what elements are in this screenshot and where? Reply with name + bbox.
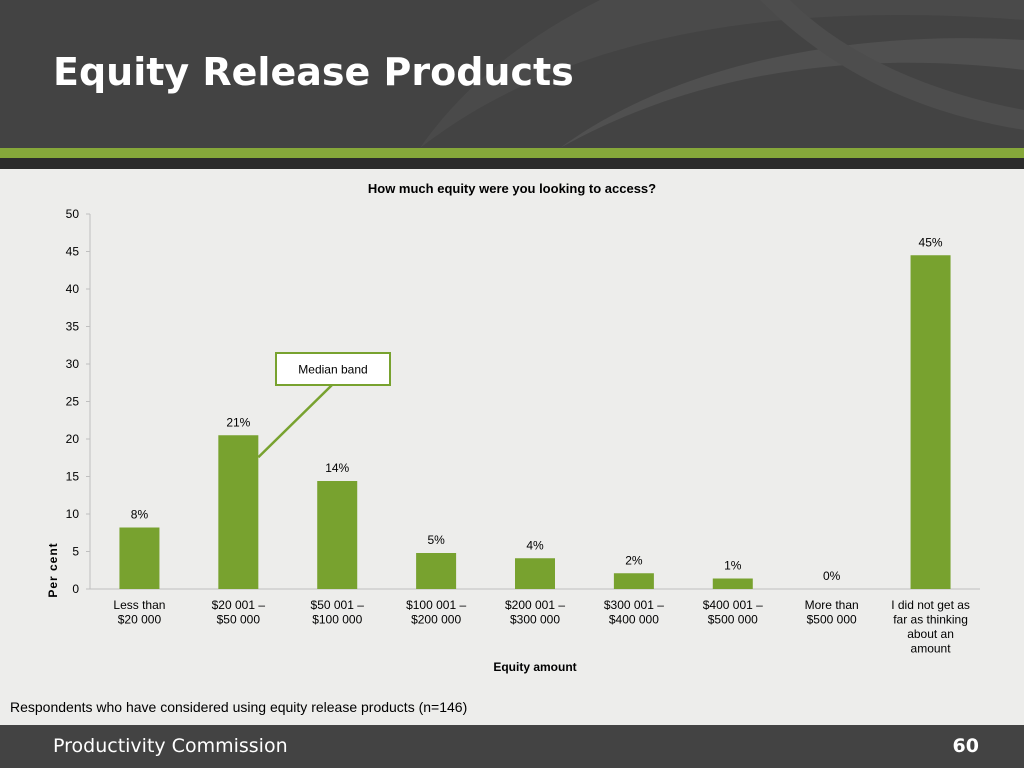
y-axis-title: Per cent: [46, 542, 60, 597]
bar-value-label: 45%: [919, 235, 943, 249]
x-tick-label: I did not get as far as thinking about an a…: [891, 598, 970, 656]
x-tick-label: Less than $20 000: [113, 598, 165, 627]
bar-value-label: 1%: [724, 559, 742, 573]
chart-title: How much equity were you looking to acce…: [368, 181, 656, 196]
footer-organisation: Productivity Commission: [53, 735, 288, 757]
y-tick-label: 15: [66, 470, 80, 484]
slide-footer: Productivity Commission 60: [0, 725, 1024, 768]
bar: [218, 435, 259, 589]
callout-box: [275, 352, 391, 386]
bars-group: [119, 255, 951, 589]
page-number: 60: [952, 735, 979, 757]
x-axis: Less than $20 000 $20 001 – $50 000 $50 001 …: [90, 588, 980, 656]
bar-value-label: 0%: [823, 569, 841, 583]
y-tick-label: 30: [66, 357, 80, 371]
callout-label: Median band: [298, 363, 367, 377]
bar-chart: How much equity were you looking to acce…: [46, 181, 980, 674]
footnote: Respondents who have considered using eq…: [10, 699, 468, 715]
slide-header: Equity Release Products: [0, 0, 1024, 148]
x-axis-title: Equity amount: [493, 660, 576, 674]
x-tick-label: $50 001 – $100 000: [311, 598, 365, 627]
y-tick-label: 5: [72, 545, 79, 559]
bar-value-label: 4%: [526, 538, 544, 552]
bar: [910, 255, 951, 589]
x-tick-label: $100 001 – $200 000: [406, 598, 466, 627]
bar: [712, 578, 753, 589]
bar-value-label: 2%: [625, 553, 643, 567]
callout-pointer: [257, 384, 333, 459]
bar: [119, 527, 160, 589]
bar: [613, 573, 654, 589]
bar-value-label: 21%: [226, 415, 250, 429]
x-tick-label: $300 001 – $400 000: [604, 598, 664, 627]
x-tick-label: $400 001 – $500 000: [703, 598, 763, 627]
y-tick-label: 50: [66, 207, 80, 221]
x-tick-label: $200 001 – $300 000: [505, 598, 565, 627]
divider-stripe: [0, 158, 1024, 169]
bar: [317, 481, 358, 589]
slide-title: Equity Release Products: [53, 50, 574, 94]
y-tick-label: 45: [66, 245, 80, 259]
header-decoration: [420, 0, 1024, 148]
y-tick-label: 10: [66, 507, 80, 521]
y-tick-label: 35: [66, 320, 80, 334]
bar-value-label: 8%: [131, 508, 149, 522]
bar: [416, 553, 457, 589]
bar: [515, 558, 555, 589]
x-tick-label: $20 001 – $50 000: [212, 598, 266, 627]
data-labels-group: 8% 21% 14% 5% 4% 2% 1% 0% 45%: [131, 235, 943, 583]
y-tick-label: 0: [72, 582, 79, 596]
bar-value-label: 14%: [325, 461, 349, 475]
y-tick-label: 20: [66, 432, 80, 446]
y-tick-label: 40: [66, 282, 80, 296]
y-axis: 0 5 10 15 20 25 30 35 40 45 50: [66, 207, 91, 596]
bar-value-label: 5%: [427, 533, 445, 547]
median-band-callout: Median band: [257, 352, 391, 459]
accent-stripe: [0, 148, 1024, 158]
x-tick-label: More than $500 000: [805, 598, 859, 627]
y-tick-label: 25: [66, 395, 80, 409]
